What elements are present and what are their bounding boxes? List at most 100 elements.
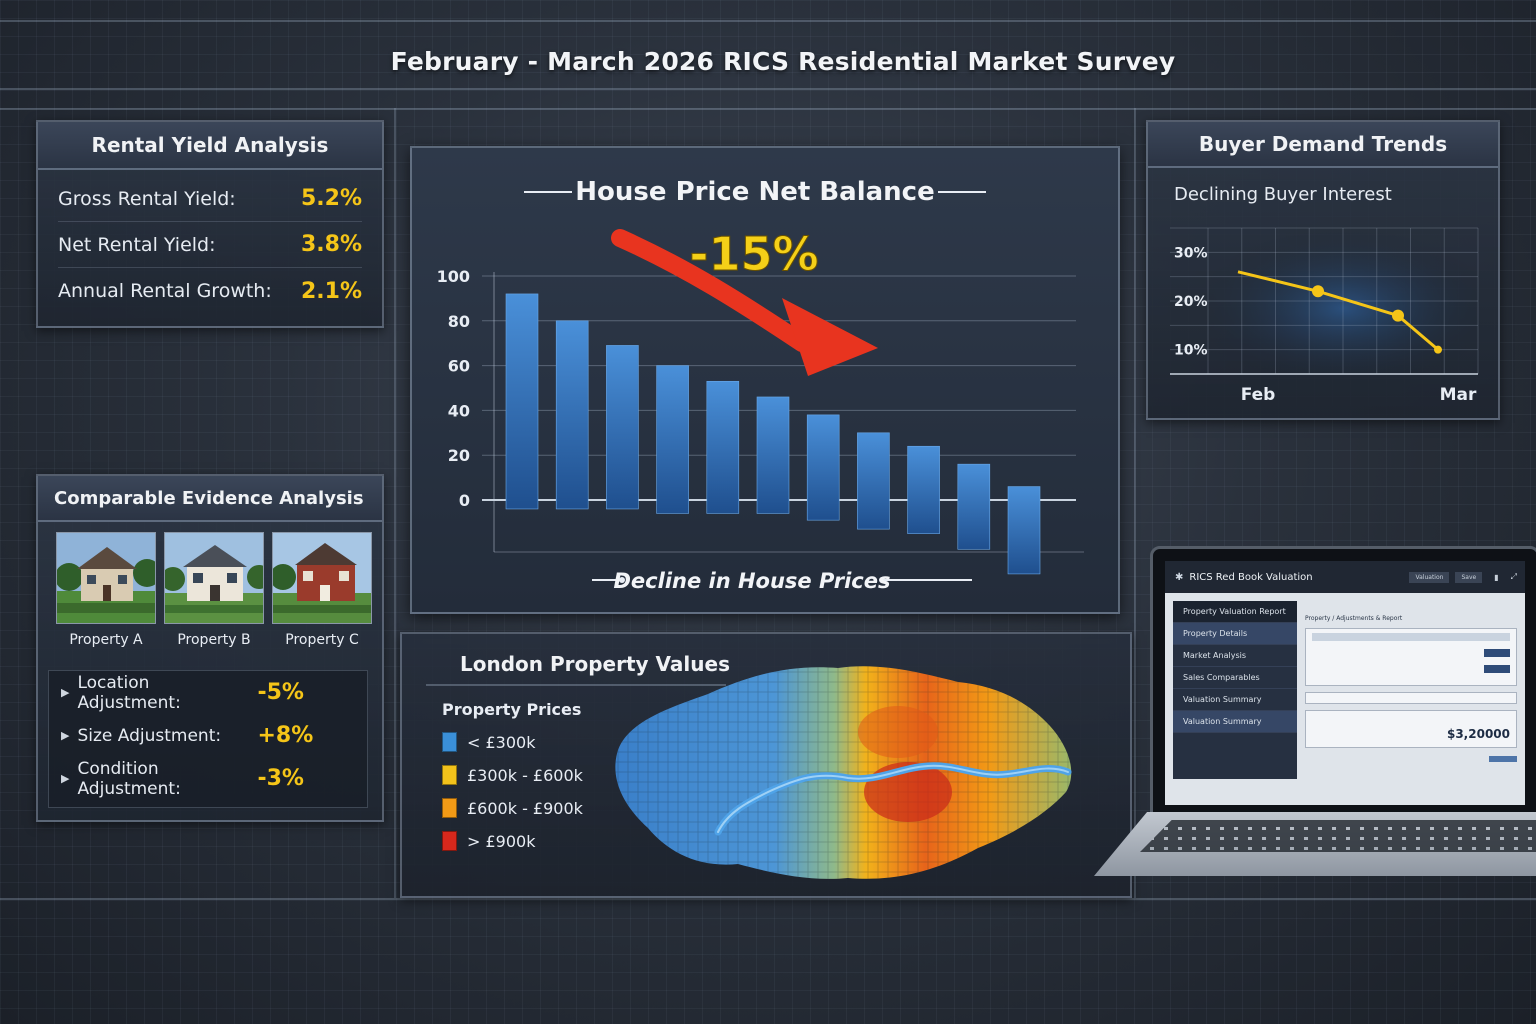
laptop-keyboard <box>1140 820 1536 852</box>
tab-valuation[interactable]: Valuation <box>1409 571 1450 583</box>
apply-button[interactable] <box>1484 665 1510 673</box>
data-point <box>1434 345 1442 354</box>
divider-line <box>0 88 1536 90</box>
y-tick-label: 100 <box>437 267 470 286</box>
rental-growth-label: Annual Rental Growth: <box>58 280 272 302</box>
property-c-label: Property C <box>285 632 359 648</box>
legend-swatch-orange <box>442 798 457 818</box>
condition-adjustment-label: Condition Adjustment: <box>77 758 181 799</box>
sidebar-item-valuation-summary-2[interactable]: Valuation Summary <box>1173 711 1297 733</box>
y-tick-label: 40 <box>448 401 470 420</box>
bar <box>505 293 539 510</box>
house-price-bar-chart: 0 20 40 60 80 100 House Price Net Balance -15… <box>437 177 1084 593</box>
downward-arrow-shaft <box>611 229 811 352</box>
london-map-panel: London Property Values Property Prices <… <box>400 632 1132 898</box>
divider-line <box>426 684 726 686</box>
adjustment-row: ▶ Condition Adjustment: -3% <box>49 757 367 800</box>
legend-item: > £900k <box>442 831 583 851</box>
arrow-down-icon <box>782 298 878 376</box>
triangle-right-icon: ▶ <box>61 686 70 699</box>
property-a-photo <box>56 532 156 624</box>
bar <box>706 380 740 514</box>
divider-line <box>0 108 1536 110</box>
y-tick-label: 30% <box>1174 245 1208 261</box>
y-tick-label: 60 <box>448 357 470 376</box>
y-tick-label: 20 <box>448 446 470 465</box>
divider-line <box>0 898 1536 900</box>
bar <box>907 445 940 534</box>
bar <box>806 414 840 521</box>
divider-line <box>394 108 396 898</box>
tab-save[interactable]: Save <box>1455 571 1483 583</box>
page-title: February - March 2026 RICS Residential M… <box>390 46 1176 76</box>
app-main: Property / Adjustments & Report $3,20000 <box>1305 609 1517 795</box>
condition-adjustment-value: -3% <box>257 766 304 791</box>
high-value-area <box>858 706 938 758</box>
y-tick-label: 80 <box>448 312 470 331</box>
net-yield-value: 3.8% <box>300 232 362 257</box>
rental-yield-row: Net Rental Yield: 3.8% <box>58 222 362 268</box>
y-tick-label: 10% <box>1174 343 1208 359</box>
callout-value: -15% <box>689 227 818 281</box>
bar <box>857 432 890 530</box>
rental-yield-header: Rental Yield Analysis <box>38 122 382 170</box>
laptop-screen: ✱ RICS Red Book Valuation Valuation Save… <box>1150 546 1536 816</box>
bar <box>606 345 639 510</box>
caption-dot <box>619 577 625 583</box>
bar <box>656 365 689 514</box>
adjustments-box: ▶ Location Adjustment: -5% ▶ Size Adjust… <box>48 670 368 808</box>
legend-label: > £900k <box>467 831 536 851</box>
location-adjustment-label: Location Adjustment: <box>77 672 181 713</box>
price-card: $3,20000 <box>1305 710 1517 748</box>
adjustment-card <box>1305 628 1517 686</box>
location-adjustment-value: -5% <box>257 680 304 705</box>
net-yield-label: Net Rental Yield: <box>58 233 216 256</box>
submit-button[interactable] <box>1489 756 1517 762</box>
rental-yield-row: Gross Rental Yield: 5.2% <box>58 176 362 222</box>
legend-item: < £300k <box>442 732 583 752</box>
gross-yield-label: Gross Rental Yield: <box>58 187 236 210</box>
property-card[interactable]: Property C <box>272 532 372 648</box>
app-sidebar: Property Valuation Report Property Detai… <box>1173 601 1297 779</box>
property-b-photo <box>164 532 264 624</box>
divider-line <box>0 20 1536 22</box>
main-chart-title: House Price Net Balance <box>575 177 934 207</box>
legend-item: £300k - £600k <box>442 765 583 785</box>
bar <box>555 320 589 510</box>
sidebar-item-sales-comparables[interactable]: Sales Comparables <box>1173 667 1297 689</box>
caption-dot <box>879 577 885 583</box>
x-tick-label: Feb <box>1241 385 1276 405</box>
legend-swatch-yellow <box>442 765 457 785</box>
expand-icon[interactable]: ⤢ <box>1510 572 1517 581</box>
lock-icon[interactable]: ▮ <box>1494 572 1499 582</box>
legend-title: Property Prices <box>442 700 582 719</box>
buyer-demand-panel: Buyer Demand Trends Declining Buyer Inte… <box>1146 120 1500 420</box>
london-map-header: London Property Values <box>460 652 730 676</box>
data-point <box>1392 309 1404 322</box>
adjustment-row: ▶ Location Adjustment: -5% <box>49 671 367 714</box>
app-titlebar: ✱ RICS Red Book Valuation Valuation Save… <box>1165 561 1525 593</box>
buyer-demand-subtitle: Declining Buyer Interest <box>1174 184 1392 205</box>
property-card[interactable]: Property A <box>56 532 156 648</box>
rental-yield-panel: Rental Yield Analysis Gross Rental Yield… <box>36 120 384 328</box>
legend-swatch-red <box>442 831 457 851</box>
triangle-right-icon: ▶ <box>61 729 70 742</box>
demand-line <box>1237 270 1439 351</box>
legend-label: < £300k <box>467 732 536 752</box>
app-title: RICS Red Book Valuation <box>1189 571 1313 583</box>
sidebar-item-valuation-summary[interactable]: Valuation Summary <box>1173 689 1297 711</box>
gross-yield-value: 5.2% <box>300 186 362 211</box>
bar <box>957 463 991 550</box>
property-c-photo <box>272 532 372 624</box>
x-tick-label: Mar <box>1440 385 1477 405</box>
property-card[interactable]: Property B <box>164 532 264 648</box>
sidebar-item-property-details[interactable]: Property Details <box>1173 623 1297 645</box>
legend-item: £600k - £900k <box>442 798 583 818</box>
chart-caption: Decline in House Prices <box>614 569 891 593</box>
sidebar-item-market-analysis[interactable]: Market Analysis <box>1173 645 1297 667</box>
legend-label: £600k - £900k <box>467 798 583 818</box>
legend-label: £300k - £600k <box>467 765 583 785</box>
valuation-price: $3,20000 <box>1446 727 1510 741</box>
sidebar-item-report[interactable]: Property Valuation Report <box>1173 601 1297 623</box>
apply-button[interactable] <box>1484 649 1510 657</box>
